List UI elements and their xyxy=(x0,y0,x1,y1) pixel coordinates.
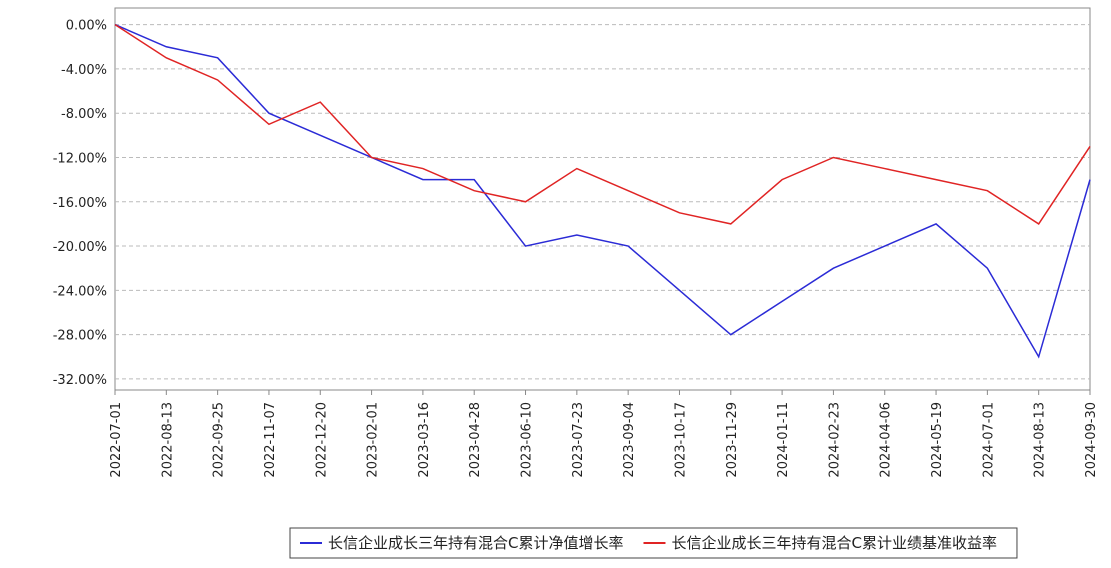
series-line xyxy=(115,25,1090,224)
chart: 0.00% -4.00% -8.00% -12.00% -16.00% -20.00% -2… xyxy=(0,0,1111,568)
x-tick-label: 2022-07-01 xyxy=(109,402,124,478)
x-tick-label: 2023-07-23 xyxy=(571,402,586,478)
x-tick-label: 2022-12-20 xyxy=(314,402,329,478)
x-tick-label: 2024-07-01 xyxy=(981,402,996,478)
x-tick-label: 2023-06-10 xyxy=(520,402,535,478)
x-tick-label: 2023-02-01 xyxy=(366,402,381,478)
y-tick-label: -4.00% xyxy=(61,63,107,78)
x-tick-label: 2024-02-23 xyxy=(827,402,842,478)
x-tick-label: 2022-11-07 xyxy=(263,402,278,478)
y-tick-label: -8.00% xyxy=(61,107,107,122)
x-tick-label: 2024-09-30 xyxy=(1084,402,1099,478)
x-tick-label: 2023-11-29 xyxy=(725,402,740,478)
x-tick-label: 2022-08-13 xyxy=(160,402,175,478)
legend: 长信企业成长三年持有混合C累计净值增长率 长信企业成长三年持有混合C累计业绩基准收… xyxy=(290,528,1017,558)
y-tick-label: -28.00% xyxy=(53,329,107,344)
legend-label: 长信企业成长三年持有混合C累计业绩基准收益率 xyxy=(671,534,996,552)
x-tick-label: 2023-09-04 xyxy=(622,402,637,478)
x-tick-label: 2023-10-17 xyxy=(673,402,688,478)
x-tick-label: 2024-01-11 xyxy=(776,402,791,478)
y-tick-label: -20.00% xyxy=(53,240,107,255)
y-tick-label: 0.00% xyxy=(66,19,107,34)
y-tick-label: -32.00% xyxy=(53,373,107,388)
x-tick-label: 2023-03-16 xyxy=(417,402,432,478)
y-tick-label: -16.00% xyxy=(53,196,107,211)
y-tick-label: -24.00% xyxy=(53,284,107,299)
x-tick-label: 2024-04-06 xyxy=(879,402,894,478)
plot-frame xyxy=(115,8,1090,390)
series-line xyxy=(115,25,1090,357)
legend-label: 长信企业成长三年持有混合C累计净值增长率 xyxy=(328,534,623,552)
x-tick-label: 2024-08-13 xyxy=(1033,402,1048,478)
x-tick-label: 2023-04-28 xyxy=(468,402,483,478)
x-tick-label: 2024-05-19 xyxy=(930,402,945,478)
x-tick-label: 2022-09-25 xyxy=(212,402,227,478)
y-tick-label: -12.00% xyxy=(53,151,107,166)
